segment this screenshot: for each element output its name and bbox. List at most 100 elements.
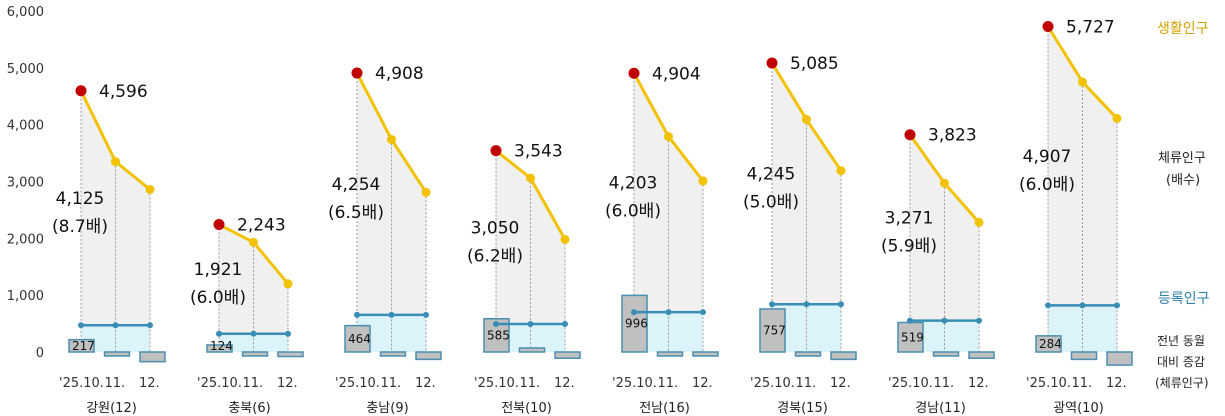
yoy-bar xyxy=(621,294,648,353)
peak-marker xyxy=(904,129,916,141)
region-label: 충남(9) xyxy=(366,401,408,416)
stay-ratio: (6.0배) xyxy=(605,202,661,222)
living-point xyxy=(698,176,708,186)
living-point xyxy=(111,157,120,167)
yoy-bar xyxy=(830,351,857,361)
legend-stay: 체류인구 xyxy=(1158,151,1206,166)
stay-ratio: (8.7배) xyxy=(52,217,108,237)
legend-living: 생활인구 xyxy=(1157,21,1209,37)
registered-area xyxy=(496,323,565,352)
registered-point xyxy=(1114,302,1120,309)
x-tick-label: 12. xyxy=(968,376,989,391)
stay-ratio: (6.2배) xyxy=(467,246,523,266)
living-point xyxy=(1078,77,1087,87)
registered-point xyxy=(907,317,913,324)
registered-point xyxy=(354,311,360,318)
yoy-bar xyxy=(518,347,546,353)
living-point xyxy=(560,234,570,244)
x-tick-label: 11. xyxy=(381,376,402,391)
x-tick-label: 12. xyxy=(415,376,436,391)
yoy-label: 996 xyxy=(625,317,648,331)
registered-point xyxy=(388,311,395,318)
x-tick-label: 11. xyxy=(658,376,679,391)
registered-point xyxy=(423,311,429,318)
y-tick-label: 6,000 xyxy=(7,5,44,20)
region-label: 전남(16) xyxy=(639,401,690,416)
x-tick-label: '25.10. xyxy=(750,376,795,391)
living-point xyxy=(421,187,431,197)
peak-label: 3,823 xyxy=(928,126,977,146)
y-tick-label: 0 xyxy=(36,346,44,361)
living-point xyxy=(249,237,258,247)
yoy-bar xyxy=(554,351,581,360)
stay-ratio: (5.0배) xyxy=(743,193,799,213)
legend-stay-ratio: (배수) xyxy=(1166,173,1200,188)
peak-marker xyxy=(351,67,363,79)
stay-value: 4,907 xyxy=(1023,147,1072,167)
peak-label: 4,904 xyxy=(652,64,701,84)
registered-point xyxy=(976,317,982,324)
yoy-label: 217 xyxy=(72,339,95,353)
yoy-bar xyxy=(379,351,407,357)
registered-area xyxy=(1048,305,1117,352)
yoy-bar xyxy=(68,338,95,353)
x-tick-label: '25.10. xyxy=(197,376,242,391)
stay-value: 3,050 xyxy=(471,218,520,238)
registered-point xyxy=(250,330,257,337)
stay-ratio: (6.0배) xyxy=(190,288,246,308)
registered-point xyxy=(1045,302,1051,309)
yoy-bar xyxy=(103,351,131,357)
legend-registered: 등록인구 xyxy=(1158,291,1210,307)
registered-point xyxy=(941,317,948,324)
x-tick-label: 11. xyxy=(796,376,817,391)
y-tick-label: 1,000 xyxy=(7,289,44,304)
yoy-bar xyxy=(277,351,304,358)
region-label: 강원(12) xyxy=(86,401,137,416)
x-tick-label: 12. xyxy=(830,376,851,391)
legend-yoy: (체류인구) xyxy=(1155,376,1209,390)
y-tick-label: 5,000 xyxy=(7,62,44,77)
yoy-bar xyxy=(241,351,269,357)
x-tick-label: 11. xyxy=(1072,376,1093,391)
legend-yoy: 대비 증감 xyxy=(1157,355,1205,369)
registered-point xyxy=(700,309,706,316)
legend-yoy: 전년 동월 xyxy=(1157,334,1205,348)
stay-value: 1,921 xyxy=(194,260,243,280)
x-tick-label: 11. xyxy=(243,376,264,391)
living-point xyxy=(974,217,984,227)
yoy-bar xyxy=(932,351,960,357)
yoy-bar xyxy=(968,351,995,360)
living-point xyxy=(283,279,293,289)
registered-point xyxy=(78,322,84,329)
yoy-label: 124 xyxy=(210,339,233,353)
region-label: 경북(15) xyxy=(777,401,828,416)
yoy-bar xyxy=(1106,351,1133,366)
x-tick-label: '25.10. xyxy=(1026,376,1071,391)
registered-point xyxy=(216,330,222,337)
x-tick-label: 12. xyxy=(277,376,298,391)
registered-point xyxy=(1079,302,1086,309)
yoy-label: 284 xyxy=(1039,337,1062,351)
registered-point xyxy=(665,309,672,316)
stay-value: 3,271 xyxy=(885,209,934,229)
y-tick-label: 4,000 xyxy=(7,119,44,134)
yoy-bar xyxy=(415,351,442,361)
living-point xyxy=(802,115,811,125)
stay-band xyxy=(357,73,426,315)
registered-area xyxy=(634,312,703,352)
x-tick-label: 12. xyxy=(554,376,575,391)
region-label: 경남(11) xyxy=(915,401,966,416)
yoy-bar xyxy=(139,351,166,363)
registered-point xyxy=(147,322,153,329)
registered-point xyxy=(838,301,844,308)
living-point xyxy=(940,178,949,188)
stay-band xyxy=(1048,26,1117,306)
registered-point xyxy=(493,320,499,327)
yoy-bar xyxy=(1035,335,1062,353)
x-tick-label: 12. xyxy=(692,376,713,391)
x-tick-label: 11. xyxy=(520,376,541,391)
x-tick-label: '25.10. xyxy=(335,376,380,391)
yoy-bar xyxy=(897,321,924,353)
living-point xyxy=(526,173,535,183)
